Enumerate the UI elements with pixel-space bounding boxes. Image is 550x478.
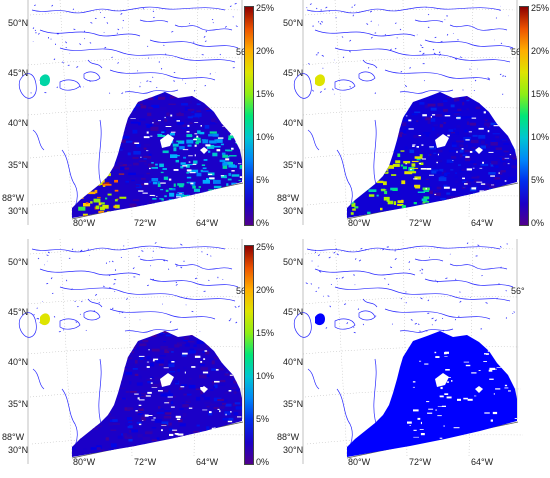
- coastline: [18, 6, 239, 216]
- longitude-label: 64°W: [196, 218, 219, 228]
- colorbar-tick-label: 25%: [256, 3, 275, 13]
- sea-data-field: [72, 331, 242, 457]
- latitude-label: 50°N: [283, 257, 304, 267]
- latitude-label: 35°N: [8, 160, 29, 170]
- colorbar-tick-label: 15%: [256, 328, 275, 338]
- latitude-label: 45°N: [283, 68, 304, 78]
- longitude-label: 72°W: [409, 457, 432, 467]
- longitude-label: 64°W: [471, 218, 494, 228]
- latitude-label: 45°N: [8, 307, 29, 317]
- edge-longitude-label: 88°W: [2, 193, 25, 203]
- colorbar: [244, 245, 254, 465]
- coastline: [293, 245, 514, 455]
- colorbar-tick-label: 0%: [531, 218, 545, 228]
- longitude-label: 72°W: [134, 457, 157, 467]
- sea-data-field: [347, 331, 517, 457]
- colorbar-tick-label: 5%: [256, 175, 270, 185]
- edge-longitude-label-right: 56°: [236, 47, 250, 57]
- latitude-label: 35°N: [8, 399, 29, 409]
- colorbar: [244, 6, 254, 226]
- edge-longitude-label: 88°W: [2, 432, 25, 442]
- colorbar-tick-label: 5%: [256, 414, 270, 424]
- colorbar-tick-label: 0%: [256, 457, 270, 467]
- latitude-label: 30°N: [283, 206, 304, 216]
- map-canvas: [18, 0, 249, 225]
- colorbar-tick-label: 10%: [256, 371, 275, 381]
- latitude-label: 35°N: [283, 160, 304, 170]
- map-panel-top-left: 50°N 45°N 40°N 35°N 30°N 80°W 72°W 64°W 88°W 56° 2…: [0, 0, 275, 239]
- latitude-label: 30°N: [283, 445, 304, 455]
- longitude-label: 64°W: [196, 457, 219, 467]
- map-canvas: [18, 239, 249, 464]
- edge-longitude-label: 88°W: [277, 193, 300, 203]
- map-panel-top-right: 50°N 45°N 40°N 35°N 30°N 80°W 72°W 64°W 88°W 56° 2…: [275, 0, 550, 239]
- sea-data-field: [347, 92, 517, 218]
- latitude-label: 40°N: [283, 118, 304, 128]
- colorbar: [519, 6, 529, 226]
- latitude-label: 45°N: [283, 307, 304, 317]
- longitude-label: 80°W: [73, 218, 96, 228]
- map-canvas: [293, 239, 524, 464]
- latitude-label: 30°N: [8, 445, 29, 455]
- latitude-label: 50°N: [8, 257, 29, 267]
- edge-longitude-label: 88°W: [277, 432, 300, 442]
- colorbar-tick-label: 20%: [531, 46, 550, 56]
- colorbar-tick-label: 15%: [531, 89, 550, 99]
- colorbar-tick-label: 10%: [531, 132, 550, 142]
- colorbar-tick-label: 0%: [256, 218, 270, 228]
- longitude-label: 80°W: [73, 457, 96, 467]
- longitude-label: 72°W: [409, 218, 432, 228]
- edge-longitude-label-right: 56°: [236, 286, 250, 296]
- colorbar-tick-label: 20%: [256, 285, 275, 295]
- longitude-label: 64°W: [471, 457, 494, 467]
- latitude-label: 50°N: [8, 18, 29, 28]
- longitude-label: 72°W: [134, 218, 157, 228]
- sea-data-field: [72, 92, 242, 218]
- colorbar-tick-label: 10%: [256, 132, 275, 142]
- map-panel-bottom-right: 50°N 45°N 40°N 35°N 30°N 80°W 72°W 64°W 88°W 56°: [275, 239, 550, 478]
- colorbar-tick-label: 20%: [256, 46, 275, 56]
- longitude-label: 80°W: [348, 218, 371, 228]
- colorbar-tick-label: 5%: [531, 175, 545, 185]
- latitude-label: 40°N: [8, 118, 29, 128]
- edge-longitude-label-right: 56°: [511, 47, 525, 57]
- latitude-label: 30°N: [8, 206, 29, 216]
- colorbar-tick-label: 25%: [531, 3, 550, 13]
- map-canvas: [293, 0, 524, 225]
- edge-longitude-label-right: 56°: [511, 286, 525, 296]
- latitude-label: 45°N: [8, 68, 29, 78]
- latitude-label: 40°N: [283, 357, 304, 367]
- longitude-label: 80°W: [348, 457, 371, 467]
- colorbar-tick-label: 25%: [256, 242, 275, 252]
- latitude-label: 40°N: [8, 357, 29, 367]
- colorbar-tick-label: 15%: [256, 89, 275, 99]
- latitude-label: 35°N: [283, 399, 304, 409]
- map-panel-bottom-left: 50°N 45°N 40°N 35°N 30°N 80°W 72°W 64°W 88°W 56° 2…: [0, 239, 275, 478]
- latitude-label: 50°N: [283, 18, 304, 28]
